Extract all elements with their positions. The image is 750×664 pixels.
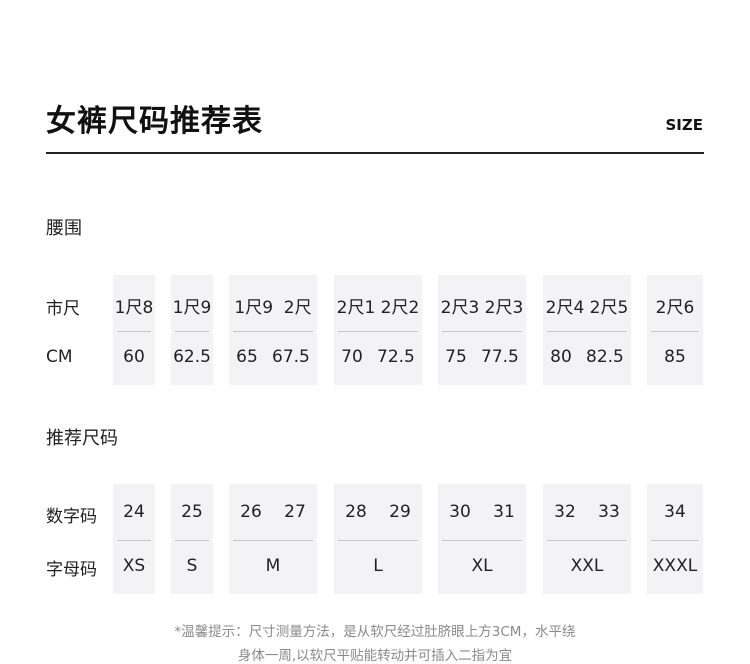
tip-line-2: 身体一周,以软尺平贴能转动并可插入二指为宜 [237, 648, 513, 664]
cell-divider [175, 331, 209, 332]
waist-column: 2尺1 2尺2 70 72.5 [334, 275, 422, 385]
cell-divider [117, 540, 151, 541]
waist-bottom-value: 72.5 [377, 347, 415, 367]
size-label: SIZE [665, 116, 703, 134]
recommend-top-value: 24 [123, 502, 145, 522]
recommend-column: 30 31 XL [438, 484, 526, 594]
row-label-shichi: 市尺 [46, 299, 80, 319]
cell-divider [338, 331, 418, 332]
recommend-column: 25 S [171, 484, 213, 594]
waist-bottom-value: 80 [550, 347, 572, 367]
cell-divider [442, 540, 522, 541]
page-title: 女裤尺码推荐表 [46, 104, 263, 139]
waist-top-value: 2尺6 [655, 298, 695, 318]
recommend-bottom-value: S [186, 556, 198, 576]
tip-line-1: *温馨提示：尺寸测量方法，是从软尺经过肚脐眼上方3CM，水平绕 [174, 624, 576, 640]
waist-column: 1尺9 2尺 65 67.5 [229, 275, 317, 385]
recommend-bottom-value: L [373, 556, 383, 576]
cell-divider [651, 540, 699, 541]
recommend-bottom-value: XS [122, 556, 146, 576]
recommend-column: 28 29 L [334, 484, 422, 594]
recommend-top-value: 29 [389, 502, 411, 522]
cell-divider [651, 331, 699, 332]
waist-top-value: 2尺4 [545, 298, 585, 318]
recommend-bottom-value: XXL [570, 556, 604, 576]
waist-top-value: 2尺3 [484, 298, 524, 318]
cell-divider [117, 331, 151, 332]
row-label-number-size: 数字码 [46, 507, 97, 527]
recommend-top-value: 33 [598, 502, 620, 522]
waist-top-value: 1尺8 [114, 298, 154, 318]
waist-top-value: 2尺5 [589, 298, 629, 318]
waist-top-value: 2尺2 [380, 298, 420, 318]
recommend-top-value: 25 [181, 502, 203, 522]
cell-divider [547, 331, 627, 332]
recommend-section-title: 推荐尺码 [46, 428, 118, 449]
recommend-top-value: 28 [345, 502, 367, 522]
divider [46, 152, 704, 154]
waist-bottom-value: 70 [341, 347, 363, 367]
cell-divider [233, 540, 313, 541]
cell-divider [338, 540, 418, 541]
cell-divider [442, 331, 522, 332]
waist-top-value: 1尺9 [172, 298, 212, 318]
waist-bottom-value: 67.5 [272, 347, 310, 367]
recommend-top-value: 27 [284, 502, 306, 522]
waist-bottom-value: 62.5 [173, 347, 211, 367]
recommend-top-value: 30 [449, 502, 471, 522]
recommend-top-value: 34 [664, 502, 686, 522]
recommend-top-value: 26 [240, 502, 262, 522]
waist-bottom-value: 82.5 [586, 347, 624, 367]
waist-bottom-value: 85 [664, 347, 686, 367]
waist-column: 2尺3 2尺3 75 77.5 [438, 275, 526, 385]
row-label-cm: CM [46, 347, 73, 367]
row-label-letter-size: 字母码 [46, 560, 97, 580]
recommend-column: 24 XS [113, 484, 155, 594]
cell-divider [175, 540, 209, 541]
waist-bottom-value: 65 [236, 347, 258, 367]
recommend-bottom-value: M [265, 556, 281, 576]
waist-column: 1尺8 60 [113, 275, 155, 385]
recommend-top-value: 32 [554, 502, 576, 522]
cell-divider [547, 540, 627, 541]
waist-bottom-value: 60 [123, 347, 145, 367]
cell-divider [233, 331, 313, 332]
waist-bottom-value: 75 [445, 347, 467, 367]
waist-column: 2尺6 85 [647, 275, 703, 385]
recommend-column: 26 27 M [229, 484, 317, 594]
waist-bottom-value: 77.5 [481, 347, 519, 367]
waist-column: 1尺9 62.5 [171, 275, 213, 385]
waist-top-value: 1尺9 [234, 298, 274, 318]
recommend-bottom-value: XL [471, 556, 493, 576]
waist-section-title: 腰围 [46, 218, 82, 239]
waist-top-value: 2尺1 [336, 298, 376, 318]
recommend-bottom-value: XXXL [652, 556, 698, 576]
recommend-top-value: 31 [493, 502, 515, 522]
recommend-column: 34 XXXL [647, 484, 703, 594]
waist-top-value: 2尺 [283, 298, 312, 318]
waist-top-value: 2尺3 [440, 298, 480, 318]
waist-column: 2尺4 2尺5 80 82.5 [543, 275, 631, 385]
recommend-column: 32 33 XXL [543, 484, 631, 594]
